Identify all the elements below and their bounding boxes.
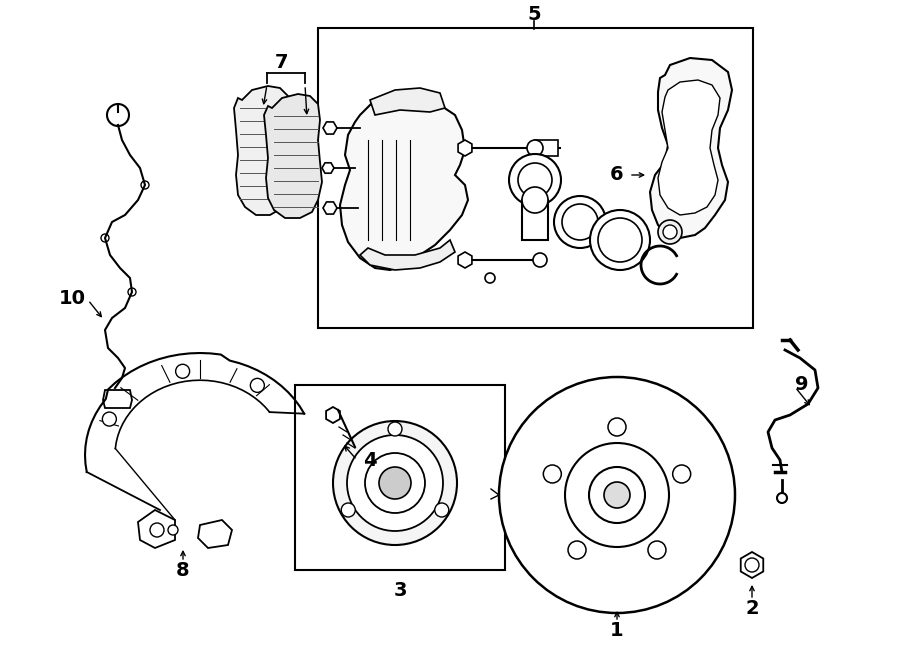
Text: 6: 6 — [610, 165, 624, 184]
Circle shape — [379, 467, 411, 499]
Circle shape — [341, 503, 356, 517]
Text: 2: 2 — [745, 598, 759, 617]
Circle shape — [648, 541, 666, 559]
Text: 4: 4 — [364, 451, 377, 469]
Polygon shape — [741, 552, 763, 578]
Circle shape — [527, 140, 543, 156]
Text: 5: 5 — [527, 5, 541, 24]
Polygon shape — [658, 80, 720, 215]
Polygon shape — [650, 58, 732, 238]
Polygon shape — [340, 98, 468, 270]
Text: 3: 3 — [393, 580, 407, 600]
Circle shape — [554, 196, 606, 248]
Circle shape — [150, 523, 164, 537]
Polygon shape — [458, 140, 472, 156]
Bar — [318, 28, 753, 328]
Circle shape — [388, 422, 402, 436]
Polygon shape — [198, 520, 232, 548]
Circle shape — [168, 525, 178, 535]
Polygon shape — [103, 390, 132, 408]
Circle shape — [663, 225, 677, 239]
Circle shape — [608, 418, 626, 436]
Circle shape — [435, 503, 449, 517]
Circle shape — [604, 482, 630, 508]
Circle shape — [745, 558, 759, 572]
Circle shape — [777, 493, 787, 503]
Circle shape — [176, 364, 190, 378]
Circle shape — [544, 465, 562, 483]
Circle shape — [533, 253, 547, 267]
Polygon shape — [323, 122, 337, 134]
Polygon shape — [535, 140, 558, 156]
Text: 1: 1 — [610, 621, 624, 639]
Circle shape — [658, 220, 682, 244]
Polygon shape — [323, 202, 337, 214]
Circle shape — [128, 288, 136, 296]
Circle shape — [568, 541, 586, 559]
Text: 8: 8 — [176, 561, 190, 580]
Text: 9: 9 — [796, 375, 809, 395]
Polygon shape — [522, 200, 548, 240]
Circle shape — [518, 163, 552, 197]
Polygon shape — [458, 252, 472, 268]
Polygon shape — [360, 240, 455, 270]
Text: 10: 10 — [58, 288, 86, 307]
Circle shape — [562, 204, 598, 240]
Polygon shape — [138, 510, 175, 548]
Circle shape — [485, 273, 495, 283]
Circle shape — [598, 218, 642, 262]
Circle shape — [672, 465, 690, 483]
Circle shape — [347, 435, 443, 531]
Polygon shape — [322, 163, 334, 173]
Circle shape — [333, 421, 457, 545]
Text: 7: 7 — [274, 52, 288, 71]
Circle shape — [499, 377, 735, 613]
Polygon shape — [234, 86, 292, 215]
Circle shape — [590, 210, 650, 270]
Polygon shape — [264, 94, 322, 218]
Polygon shape — [326, 407, 340, 423]
Polygon shape — [370, 88, 445, 115]
Circle shape — [103, 412, 116, 426]
Circle shape — [509, 154, 561, 206]
Circle shape — [565, 443, 669, 547]
Circle shape — [250, 378, 265, 393]
Circle shape — [101, 234, 109, 242]
Circle shape — [365, 453, 425, 513]
Circle shape — [589, 467, 645, 523]
Circle shape — [141, 181, 149, 189]
Bar — [295, 385, 505, 570]
Circle shape — [522, 187, 548, 213]
